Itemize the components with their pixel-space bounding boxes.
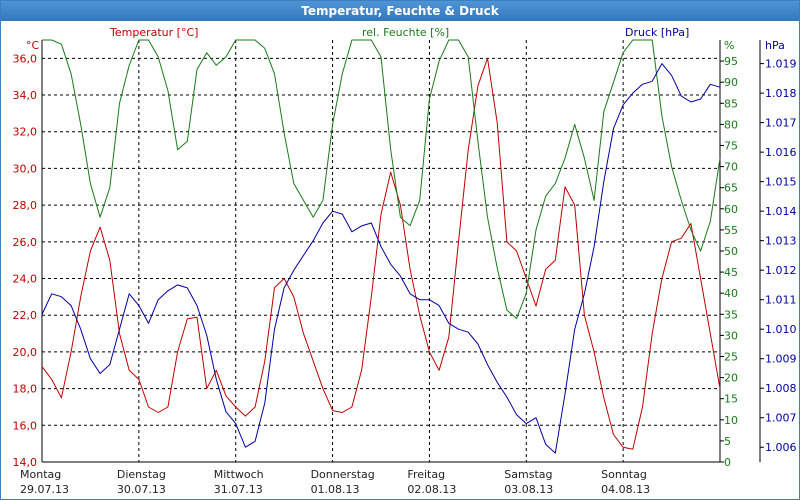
pressure-tick-label: 1.014 xyxy=(765,205,797,218)
temperature-tick-label: 16,0 xyxy=(13,419,38,432)
day-weekday-label: Samstag xyxy=(504,468,552,481)
humidity-tick-label: 55 xyxy=(724,224,738,237)
temperature-tick-label: 32,0 xyxy=(13,126,38,139)
day-date-label: 29.07.13 xyxy=(20,483,69,496)
series-layer xyxy=(41,39,721,454)
temperature-tick-label: 22,0 xyxy=(13,309,38,322)
day-date-label: 04.08.13 xyxy=(601,483,650,496)
humidity-tick-label: 80 xyxy=(724,118,738,131)
pressure-tick-label: 1.011 xyxy=(765,294,797,307)
pressure-tick-label: 1.016 xyxy=(765,146,797,159)
day-date-label: 02.08.13 xyxy=(407,483,456,496)
pressure-tick-label: 1.010 xyxy=(765,323,797,336)
humidity-tick-label: 70 xyxy=(724,161,738,174)
grid-layer xyxy=(42,40,721,462)
axis-layer: °C Temperatur [°C] rel. Feuchte [%] % Dr… xyxy=(26,26,785,463)
day-weekday-label: Montag xyxy=(20,468,61,481)
humidity-tick-label: 75 xyxy=(724,140,738,153)
pressure-tick-label: 1.015 xyxy=(765,176,797,189)
window-title: Temperatur, Feuchte & Druck xyxy=(1,1,799,21)
day-weekday-label: Donnerstag xyxy=(311,468,375,481)
humidity-tick-label: 60 xyxy=(724,203,738,216)
day-weekday-label: Freitag xyxy=(407,468,445,481)
temperature-series-line xyxy=(41,57,721,450)
humidity-tick-label: 15 xyxy=(724,393,738,406)
temperature-tick-label: 24,0 xyxy=(13,273,38,286)
temperature-tick-label: 28,0 xyxy=(13,199,38,212)
humidity-tick-label: 45 xyxy=(724,266,738,279)
humidity-tick-label: 35 xyxy=(724,308,738,321)
temperature-tick-label: 26,0 xyxy=(13,236,38,249)
day-date-label: 01.08.13 xyxy=(311,483,360,496)
day-date-label: 30.07.13 xyxy=(117,483,166,496)
humidity-tick-label: 90 xyxy=(724,76,738,89)
humidity-tick-label: 30 xyxy=(724,329,738,342)
pressure-tick-label: 1.009 xyxy=(765,353,797,366)
temperature-tick-label: 36,0 xyxy=(13,52,38,65)
humidity-tick-label: 50 xyxy=(724,245,738,258)
pressure-tick-label: 1.007 xyxy=(765,412,797,425)
temperature-tick-label: 34,0 xyxy=(13,89,38,102)
humidity-tick-label: 5 xyxy=(724,435,731,448)
humidity-tick-label: 95 xyxy=(724,55,738,68)
day-date-label: 03.08.13 xyxy=(504,483,553,496)
pressure-tick-label: 1.006 xyxy=(765,441,797,454)
humidity-series-line xyxy=(42,39,721,319)
pressure-series-line xyxy=(41,63,721,454)
humidity-tick-label: 25 xyxy=(724,351,738,364)
pressure-tick-label: 1.013 xyxy=(765,235,797,248)
humidity-tick-label: 20 xyxy=(724,372,738,385)
day-weekday-label: Sonntag xyxy=(601,468,647,481)
pressure-tick-label: 1.008 xyxy=(765,382,797,395)
tick-layer: 14,0 16,0 18,0 20,0 22,0 24,0 26,0 28,0 30,0 32,0… xyxy=(13,52,797,469)
day-weekday-label: Mittwoch xyxy=(214,468,264,481)
humidity-tick-label: 10 xyxy=(724,414,738,427)
day-label-layer: Montag 29.07.13 Dienstag 30.07.13 Mittwoch 31… xyxy=(20,468,650,496)
pressure-axis-title: Druck [hPa] xyxy=(625,26,689,39)
pressure-tick-label: 1.012 xyxy=(765,264,797,277)
humidity-tick-label: 40 xyxy=(724,287,738,300)
temperature-tick-label: 14,0 xyxy=(13,456,38,469)
temperature-tick-label: 18,0 xyxy=(13,383,38,396)
pressure-unit-label: hPa xyxy=(765,39,785,52)
temperature-tick-label: 20,0 xyxy=(13,346,38,359)
temperature-unit-label: °C xyxy=(26,39,40,52)
humidity-tick-label: 85 xyxy=(724,97,738,110)
humidity-tick-label: 0 xyxy=(724,456,731,469)
day-weekday-label: Dienstag xyxy=(117,468,166,481)
pressure-tick-label: 1.018 xyxy=(765,87,797,100)
day-date-label: 31.07.13 xyxy=(214,483,263,496)
humidity-axis-title: rel. Feuchte [%] xyxy=(362,26,449,39)
temperature-tick-label: 30,0 xyxy=(13,162,38,175)
pressure-tick-label: 1.017 xyxy=(765,117,797,130)
temperature-axis-title: Temperatur [°C] xyxy=(109,26,198,39)
humidity-tick-label: 65 xyxy=(724,182,738,195)
humidity-unit-label: % xyxy=(724,39,734,52)
pressure-tick-label: 1.019 xyxy=(765,58,797,71)
